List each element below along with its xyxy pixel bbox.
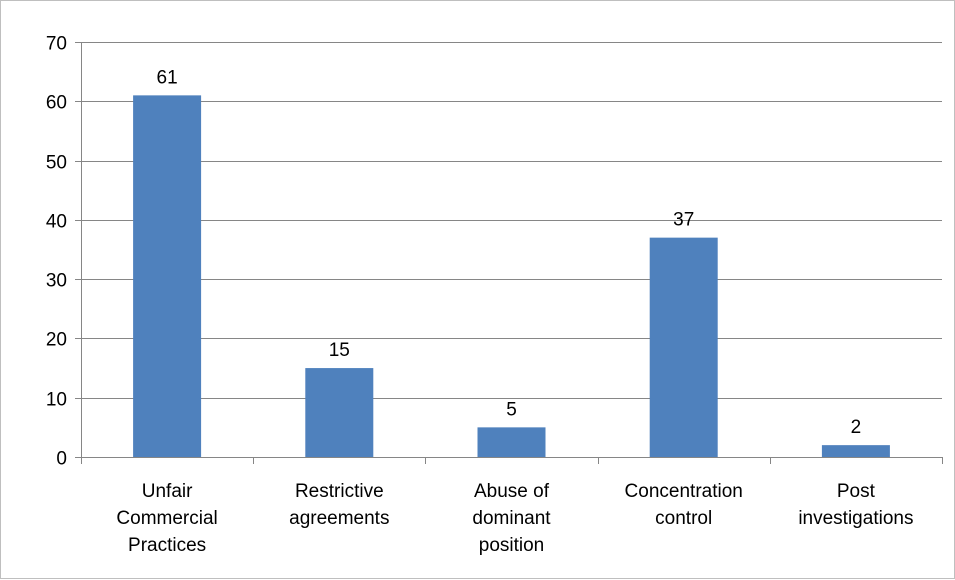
data-label: 61 <box>157 67 178 88</box>
y-tick-label: 30 <box>46 271 67 292</box>
category-label-line: Restrictive <box>295 481 384 502</box>
y-tick-label: 70 <box>46 34 67 55</box>
bar <box>821 445 890 457</box>
category-label-line: Abuse of <box>474 481 550 502</box>
y-tick-label: 50 <box>46 153 67 174</box>
category-label-line: Commercial <box>116 508 217 529</box>
data-label: 5 <box>506 399 517 420</box>
bars <box>133 95 890 457</box>
category-label: Concentration control <box>625 481 743 529</box>
category-label-line: investigations <box>798 508 913 529</box>
category-label-line: agreements <box>289 508 389 529</box>
category-label: Post investigations <box>798 481 913 529</box>
category-label-line: Practices <box>128 535 206 556</box>
data-labels: 61 15 5 37 2 <box>157 67 862 438</box>
category-label-line: position <box>479 535 545 556</box>
x-category-labels: Unfair Commercial Practices Restrictive agre… <box>116 481 913 556</box>
y-tick-labels: 0 10 20 30 40 50 60 70 <box>46 34 67 470</box>
axes <box>75 42 943 464</box>
y-tick-label: 20 <box>46 330 67 351</box>
category-label-line: Concentration <box>625 481 743 502</box>
data-label: 2 <box>851 417 862 438</box>
category-label: Unfair Commercial Practices <box>116 481 217 556</box>
bar <box>305 368 374 457</box>
y-tick-label: 0 <box>56 449 67 470</box>
category-label-line: Post <box>837 481 876 502</box>
bar <box>133 95 202 457</box>
gridlines <box>81 42 942 399</box>
bar <box>649 237 718 457</box>
data-label: 37 <box>673 210 694 231</box>
category-label-line: Unfair <box>142 481 193 502</box>
data-label: 15 <box>329 340 350 361</box>
bar <box>477 427 546 457</box>
category-label: Abuse of dominant position <box>472 481 551 556</box>
y-tick-label: 10 <box>46 390 67 411</box>
category-label-line: control <box>655 508 712 529</box>
category-label: Restrictive agreements <box>289 481 389 529</box>
category-label-line: dominant <box>472 508 551 529</box>
y-tick-label: 40 <box>46 212 67 233</box>
y-tick-label: 60 <box>46 93 67 114</box>
